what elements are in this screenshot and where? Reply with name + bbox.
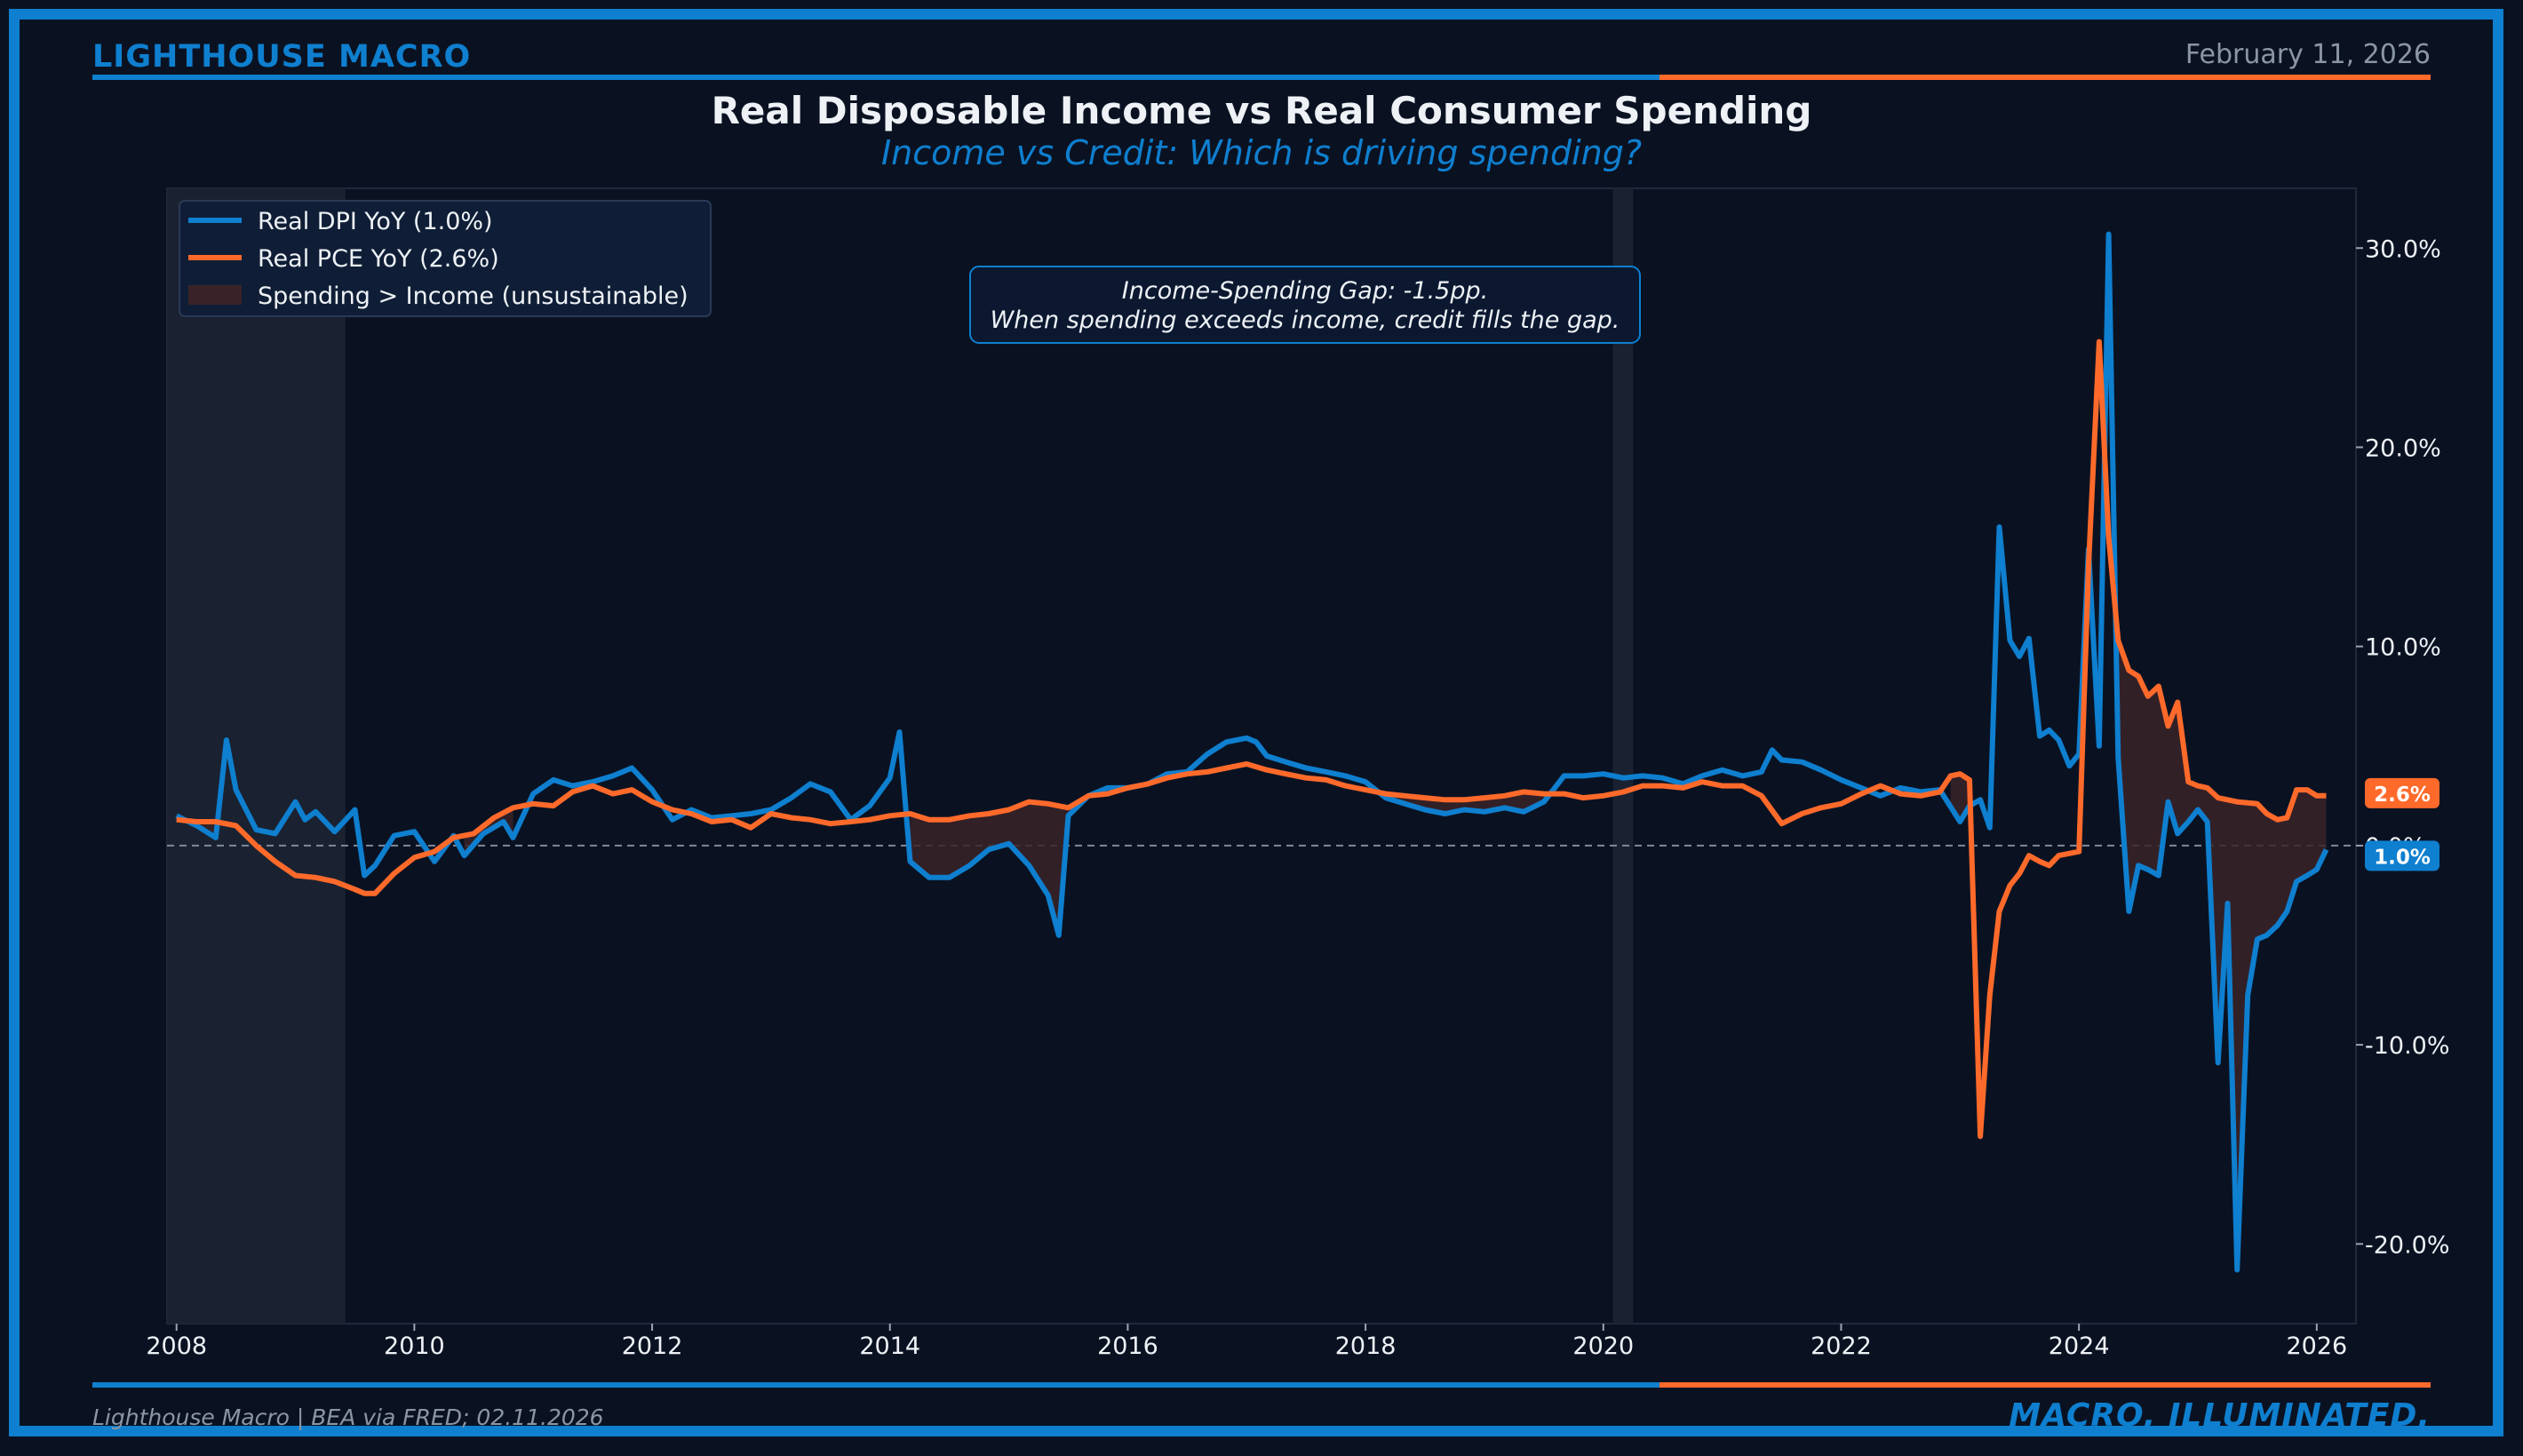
y-tick-label: -10.0% xyxy=(2365,1032,2450,1060)
recession-band-1 xyxy=(167,188,346,1324)
pce-end-label-box xyxy=(2365,777,2439,808)
brand-logo-text: LIGHTHOUSE MACRO xyxy=(92,39,472,75)
legend-label-pce: Real PCE YoY (2.6%) xyxy=(258,245,499,273)
legend-box xyxy=(179,200,712,317)
x-tick-label-2012: 2012 xyxy=(622,1333,683,1360)
recession-band-2 xyxy=(1612,188,1634,1324)
footer-rule-blue xyxy=(92,1382,1659,1388)
x-tick-label-2014: 2014 xyxy=(859,1333,920,1360)
dpi-end-label-box xyxy=(2365,840,2439,871)
y-tick-label: 10.0% xyxy=(2365,634,2441,662)
x-tick-label-2016: 2016 xyxy=(1097,1333,1158,1360)
x-tick-label-2018: 2018 xyxy=(1335,1333,1397,1360)
annotation-line-2: When spending exceeds income, credit fil… xyxy=(991,306,1620,334)
y-tick-label: -20.0% xyxy=(2365,1231,2450,1259)
plot-area xyxy=(166,187,2357,1325)
y-tick-label: 30.0% xyxy=(2365,235,2441,263)
gap-fill-region-2 xyxy=(464,808,513,856)
chart-title: Real Disposable Income vs Real Consumer … xyxy=(711,89,1812,132)
dpi-end-label: 1.0% xyxy=(2374,846,2431,869)
annotation-line-1: Income-Spending Gap: -1.5pp. xyxy=(1122,277,1488,305)
x-tick-label-2024: 2024 xyxy=(2049,1333,2110,1360)
pce-series-line xyxy=(176,338,2327,1140)
outer-frame xyxy=(9,9,2503,1436)
source-note: Lighthouse Macro | BEA via FRED; 02.11.2… xyxy=(92,1404,604,1430)
x-tick-label-2026: 2026 xyxy=(2286,1333,2347,1360)
x-tick-label-2008: 2008 xyxy=(146,1333,207,1360)
legend-swatch-gap xyxy=(188,285,242,305)
pce-end-label: 2.6% xyxy=(2374,784,2431,807)
tagline: MACRO, ILLUMINATED. xyxy=(2009,1397,2431,1434)
footer-rule-orange xyxy=(1659,1382,2431,1388)
annotation-box xyxy=(969,266,1641,344)
legend-label-gap: Spending > Income (unsustainable) xyxy=(258,282,688,310)
gap-fill-region-3 xyxy=(910,801,1069,935)
x-tick-label-2020: 2020 xyxy=(1572,1333,1634,1360)
y-tick-label: 20.0% xyxy=(2365,434,2441,462)
legend-label-dpi: Real DPI YoY (1.0%) xyxy=(258,208,493,235)
header-rule-orange xyxy=(1659,75,2431,80)
header-rule-blue xyxy=(92,75,1659,80)
x-tick-label-2022: 2022 xyxy=(1811,1333,1872,1360)
x-tick-label-2010: 2010 xyxy=(384,1333,445,1360)
chart-subtitle: Income vs Credit: Which is driving spend… xyxy=(880,133,1643,172)
report-date: February 11, 2026 xyxy=(2185,39,2431,70)
